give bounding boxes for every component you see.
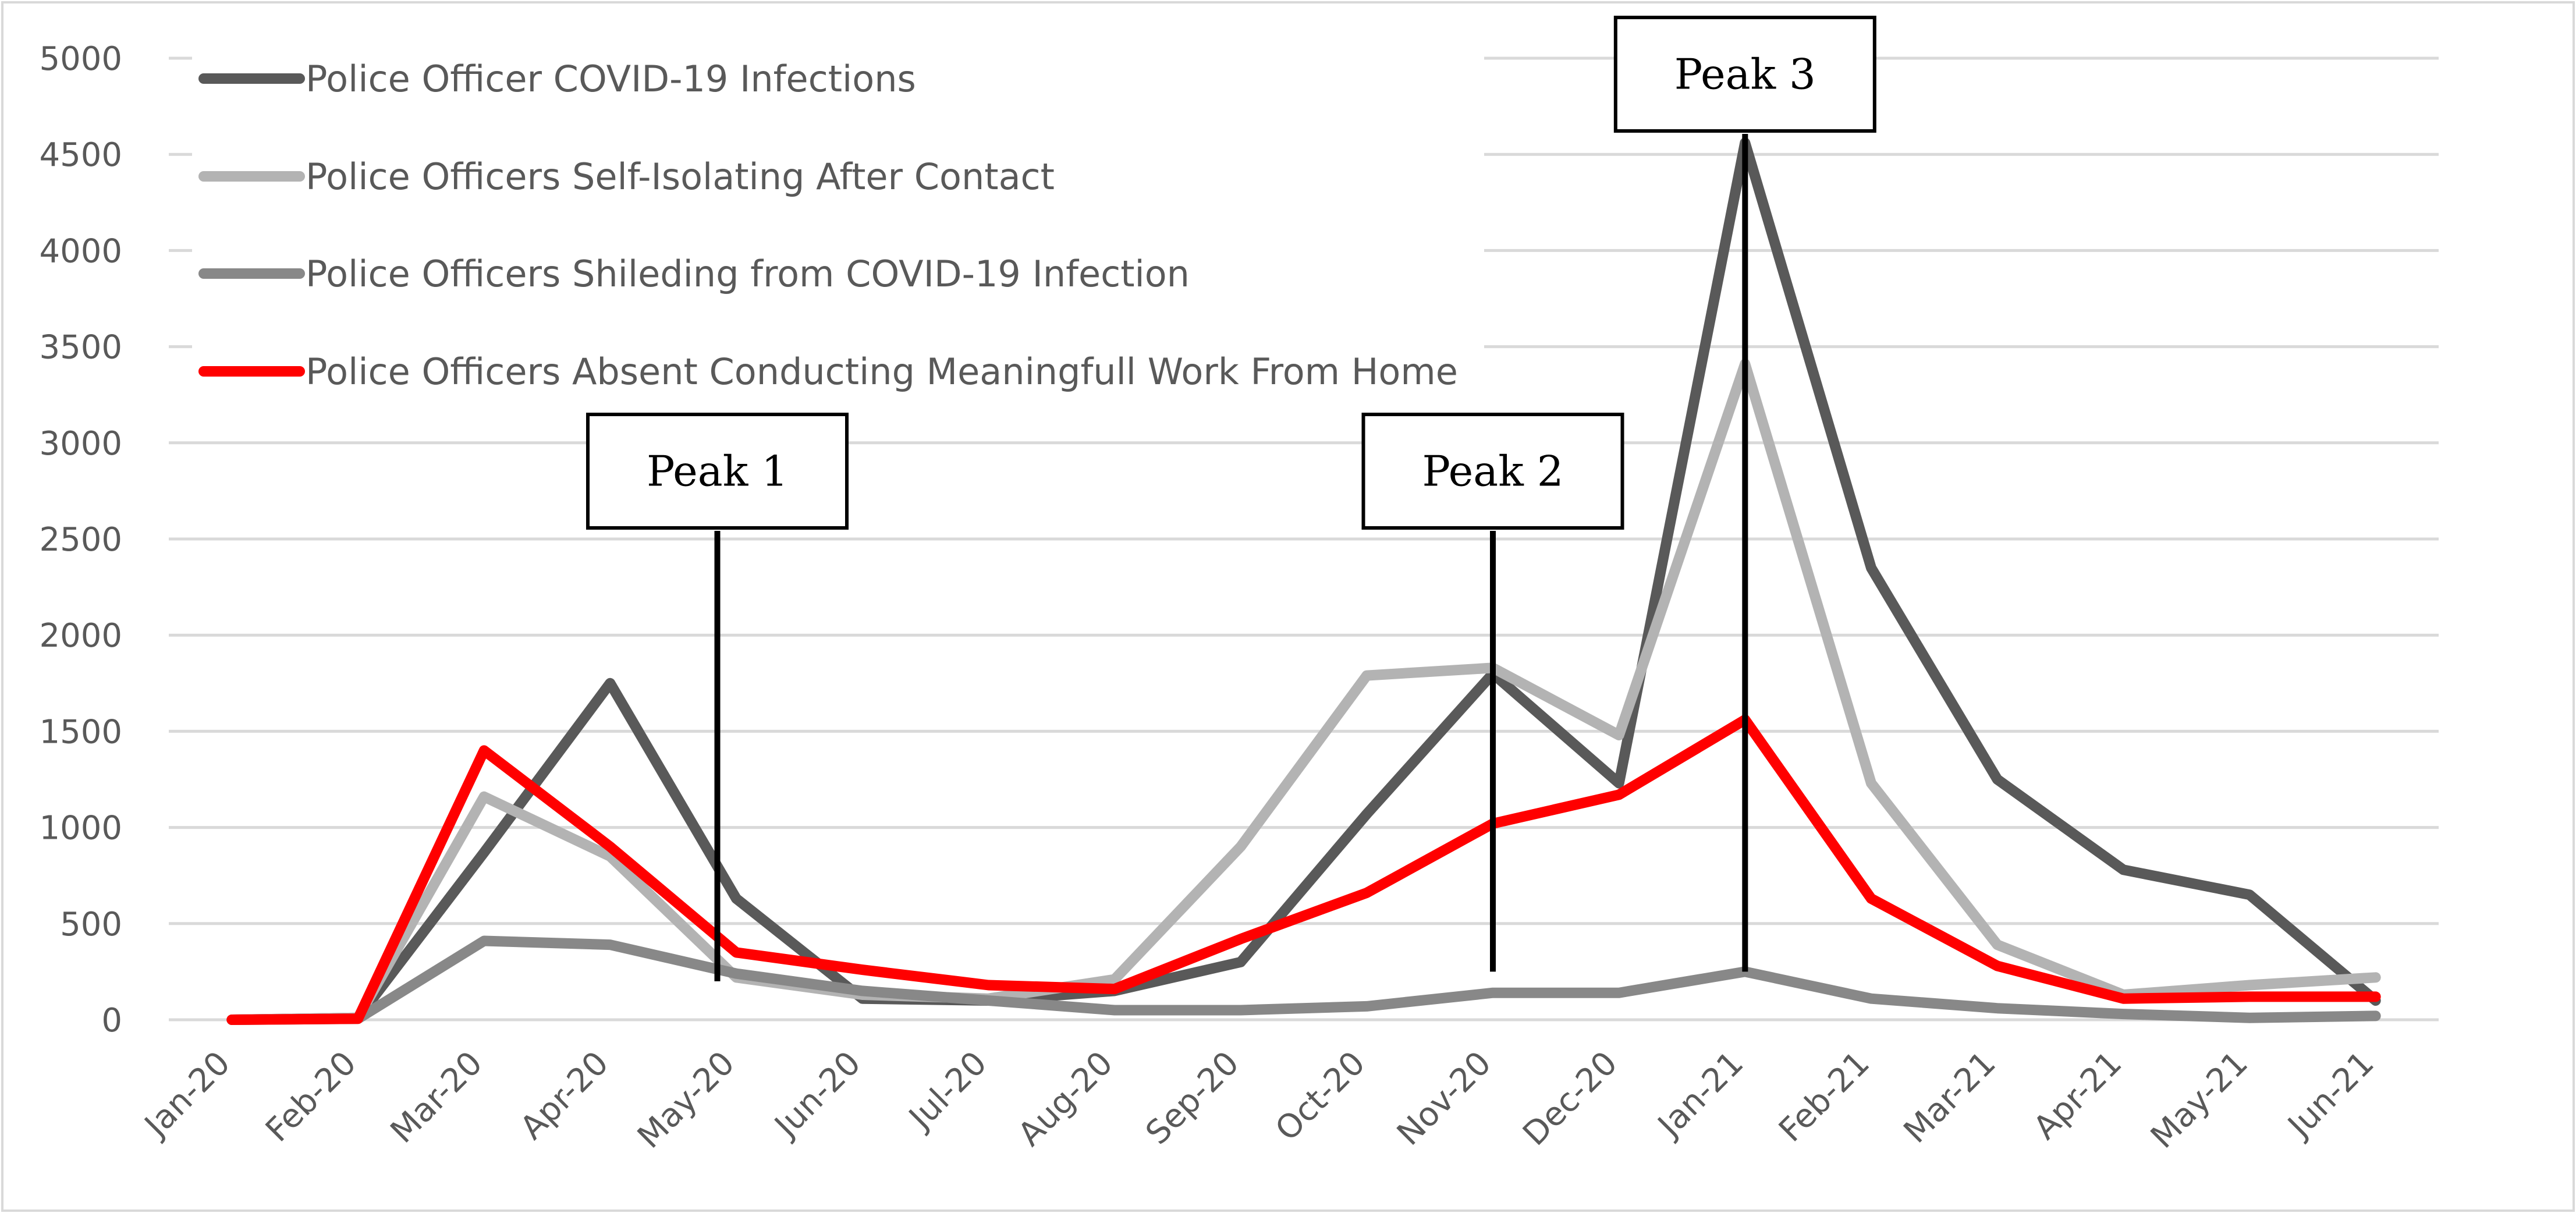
y-tick-label: 2000 [39, 617, 122, 655]
peak-label: Peak 3 [1674, 50, 1816, 99]
legend-label: Police Officers Self-Isolating After Con… [306, 155, 1055, 198]
peak-label-box [1613, 16, 1876, 133]
y-axis: 0 500 1000 1500 2000 2500 3000 3500 4000 4500 5000 [39, 40, 122, 1040]
legend-row-bg [192, 44, 1484, 114]
y-tick-label: 3500 [39, 329, 122, 367]
legend-label: Police Officers Shileding from COVID-19 … [306, 253, 1190, 295]
peak-label: Peak 2 [1422, 447, 1563, 496]
peak-label-box [1361, 413, 1624, 530]
y-tick-label: 0 [101, 1002, 122, 1040]
series-line-1 [226, 137, 2381, 1025]
legend-label: Police Officer COVID-19 Infections [306, 58, 916, 100]
y-tick-label: 3000 [39, 425, 122, 463]
y-tick-label: 4500 [39, 136, 122, 174]
y-tick-label: 1000 [39, 810, 122, 847]
peak-label-box [586, 413, 849, 530]
y-tick-label: 500 [60, 906, 122, 944]
series-line-2 [226, 359, 2381, 1025]
series-line-3 [226, 935, 2381, 1025]
legend-row-bg [192, 141, 1484, 211]
y-tick-label: 4000 [39, 232, 122, 270]
legend-label: Police Officers Absent Conducting Meanin… [306, 350, 1458, 393]
y-tick-label: 5000 [39, 40, 122, 78]
legend-row-bg [192, 239, 1484, 308]
series-line-4 [226, 714, 2381, 1025]
y-tick-label: 2500 [39, 521, 122, 559]
legend-row-bg [192, 336, 1484, 406]
series-lines [226, 137, 2381, 1025]
peak-label: Peak 1 [647, 447, 788, 496]
peak-annotations: Peak 1 Peak 2 Peak 3 [586, 16, 1876, 981]
y-tick-label: 1500 [39, 713, 122, 751]
legend: Police Officer COVID-19 Infections Police… [192, 44, 1484, 406]
